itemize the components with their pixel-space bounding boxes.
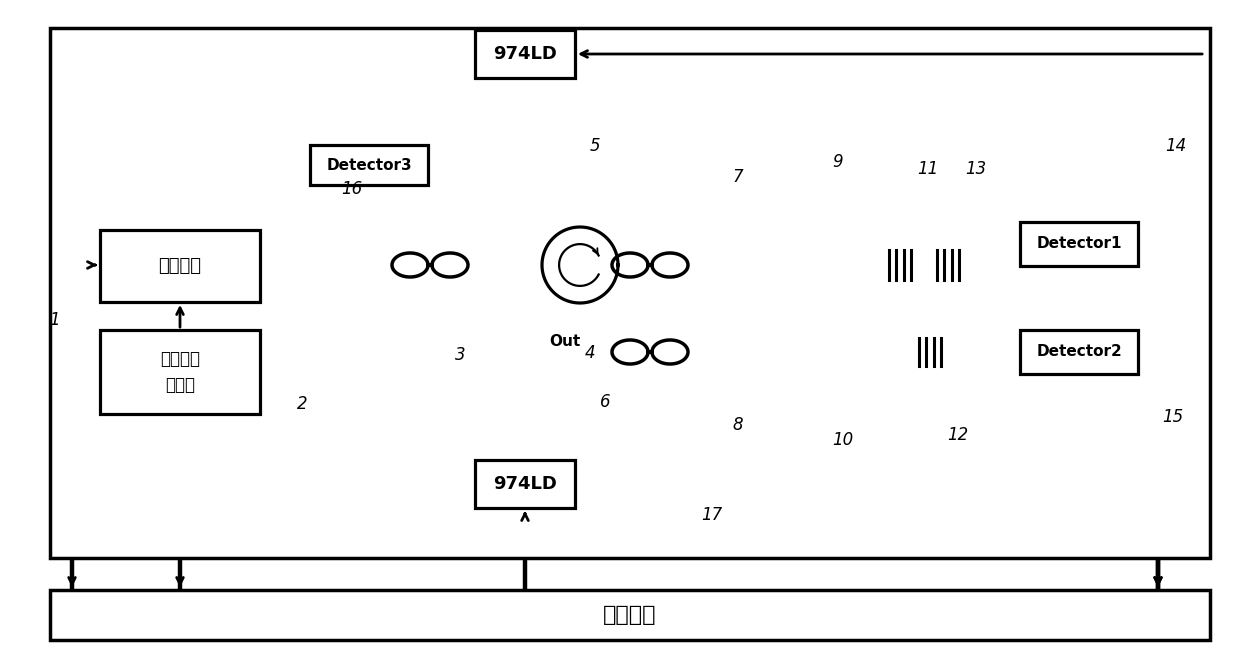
Text: 8: 8 [733, 416, 743, 434]
Bar [1021, 222, 1138, 266]
Text: Detector2: Detector2 [1037, 345, 1122, 360]
Text: 17: 17 [702, 506, 723, 524]
Bar [50, 28, 1210, 558]
Text: Detector3: Detector3 [326, 158, 412, 172]
Text: 1: 1 [48, 311, 60, 329]
Bar [475, 30, 575, 78]
Bar [1021, 330, 1138, 374]
Text: 源激光器: 源激光器 [159, 257, 201, 275]
Text: Out: Out [549, 333, 580, 348]
Text: 噪声抑制: 噪声抑制 [160, 350, 200, 368]
Text: 激光器: 激光器 [165, 376, 195, 394]
Text: 9: 9 [833, 153, 843, 171]
Bar [50, 590, 1210, 640]
Text: 13: 13 [966, 160, 987, 178]
Text: 974LD: 974LD [494, 45, 557, 63]
Text: Detector1: Detector1 [1037, 236, 1122, 251]
Text: 6: 6 [600, 393, 610, 411]
Bar [100, 330, 260, 414]
Bar [475, 460, 575, 508]
Text: 控制单元: 控制单元 [603, 605, 657, 625]
Text: 7: 7 [733, 168, 743, 186]
Text: 16: 16 [341, 180, 362, 198]
Text: 14: 14 [1166, 137, 1187, 155]
Text: 974LD: 974LD [494, 475, 557, 493]
Text: 10: 10 [832, 431, 853, 449]
Text: 15: 15 [1162, 408, 1184, 426]
Text: 12: 12 [947, 426, 968, 444]
Text: 5: 5 [590, 137, 600, 155]
Text: 11: 11 [918, 160, 939, 178]
Text: 4: 4 [585, 344, 595, 362]
Bar [100, 230, 260, 302]
Text: 2: 2 [296, 395, 308, 413]
Text: 3: 3 [455, 346, 465, 364]
Bar [310, 145, 428, 185]
